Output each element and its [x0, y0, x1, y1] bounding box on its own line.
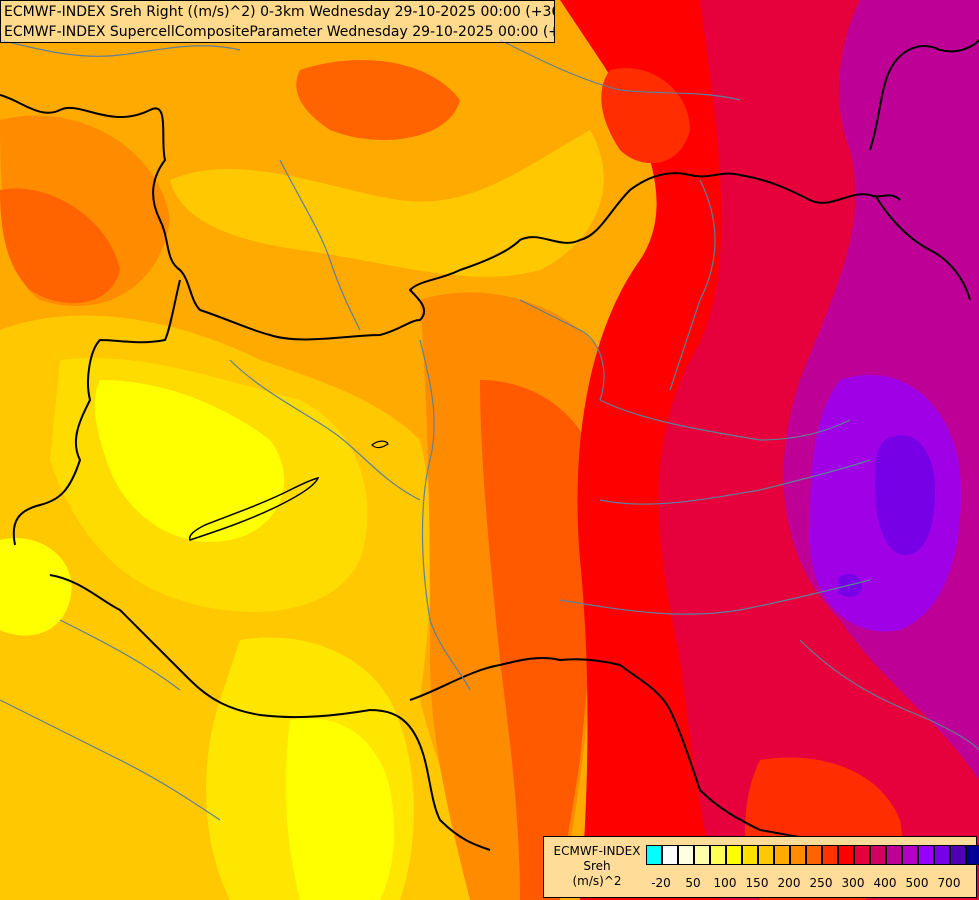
admin-line — [229, 359, 421, 501]
field-yellow-southwest — [0, 538, 72, 636]
legend-swatch — [790, 845, 806, 865]
admin-borders — [0, 39, 979, 821]
legend-swatch — [870, 845, 886, 865]
legend-tick-label: 100 — [713, 876, 737, 890]
lake-outline — [188, 476, 320, 541]
legend-swatch — [838, 845, 854, 865]
legend-tick-label: 250 — [809, 876, 833, 890]
admin-line — [279, 159, 361, 331]
legend-label: ECMWF-INDEX Sreh (m/s)^2 — [548, 844, 646, 889]
border-north — [0, 94, 901, 341]
legend-tick-label: -20 — [651, 876, 671, 890]
border-west — [12, 279, 181, 546]
field-red-orange-northwest — [0, 188, 120, 304]
title-line-1: ECMWF-INDEX Sreh Right ((m/s)^2) 0-3km W… — [4, 4, 555, 20]
admin-line — [559, 579, 871, 615]
legend-variable: Sreh — [583, 859, 611, 873]
border-southwest — [49, 574, 491, 851]
legend-swatch — [902, 845, 918, 865]
admin-line — [519, 299, 605, 401]
lake-small — [371, 440, 389, 449]
legend-swatch — [806, 845, 822, 865]
legend-swatch — [966, 845, 979, 865]
legend-swatch — [758, 845, 774, 865]
legend-model: ECMWF-INDEX — [553, 844, 641, 858]
admin-line — [599, 459, 871, 505]
legend-swatch — [886, 845, 902, 865]
legend-swatch — [646, 845, 662, 865]
legend-swatch — [710, 845, 726, 865]
legend-swatch — [726, 845, 742, 865]
admin-line — [599, 399, 851, 441]
field-red-orange-central — [480, 380, 600, 900]
legend-tick-label: 700 — [937, 876, 961, 890]
legend-swatch — [662, 845, 678, 865]
border-east — [874, 194, 971, 301]
legend-swatch — [854, 845, 870, 865]
legend-tick-label: 300 — [841, 876, 865, 890]
border-south — [409, 656, 831, 841]
legend-tick-label: 150 — [745, 876, 769, 890]
legend-unit: (m/s)^2 — [572, 874, 622, 888]
field-yellow-south-core — [285, 718, 395, 900]
legend-swatch — [678, 845, 694, 865]
legend-swatch — [934, 845, 950, 865]
map-title-box: ECMWF-INDEX Sreh Right ((m/s)^2) 0-3km W… — [0, 0, 555, 43]
color-legend: ECMWF-INDEX Sreh (m/s)^2 -20 50 100 150 200 2… — [543, 836, 979, 898]
admin-line — [0, 39, 241, 57]
country-borders — [0, 39, 979, 851]
admin-line — [59, 619, 181, 691]
admin-line — [0, 699, 221, 821]
title-line-2: ECMWF-INDEX SupercellCompositeParameter … — [4, 24, 555, 40]
field-red-spot-north — [601, 68, 690, 164]
admin-line — [669, 179, 716, 391]
legend-tick-label: 200 — [777, 876, 801, 890]
field-indigo-core — [875, 435, 935, 555]
legend-swatch — [950, 845, 966, 865]
field-gold-north — [170, 130, 604, 277]
legend-swatch — [742, 845, 758, 865]
legend-tick-label: 50 — [685, 876, 701, 890]
border-northeast — [869, 39, 979, 151]
admin-line — [799, 639, 979, 751]
admin-line — [499, 39, 741, 101]
legend-tick-label: 400 — [873, 876, 897, 890]
legend-swatch — [774, 845, 790, 865]
admin-line — [419, 339, 471, 691]
legend-swatch — [822, 845, 838, 865]
legend-swatch — [918, 845, 934, 865]
field-red-orange-north — [296, 60, 460, 140]
legend-tick-label: 500 — [905, 876, 929, 890]
field-yellow-core — [94, 380, 285, 542]
legend-swatch — [694, 845, 710, 865]
